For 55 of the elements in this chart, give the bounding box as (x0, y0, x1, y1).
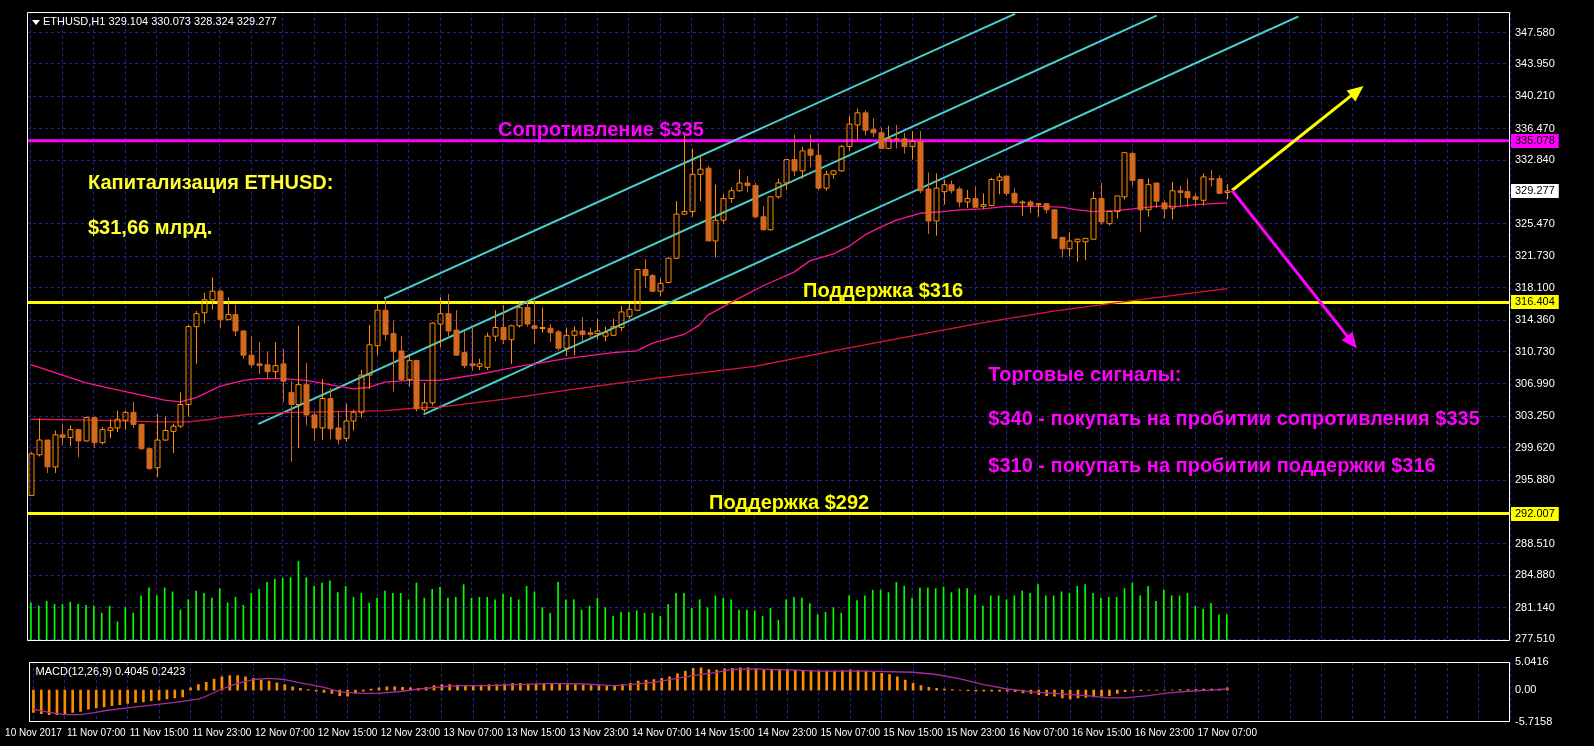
chart-title: ETHUSD,H1 329.104 330.073 328.324 329.277 (43, 14, 277, 27)
annotation: $310 - покупать на пробитии поддержки $316 (988, 453, 1436, 476)
x-tick-label: 16 Nov 15:00 (1071, 726, 1132, 738)
annotation: $31,66 млрд. (87, 216, 213, 239)
ref-line-label: Поддержка $316 (803, 279, 964, 302)
ref-line-label: Поддержка $292 (709, 490, 870, 513)
y-tick-label: 277.510 (1515, 632, 1555, 645)
y-tick-label: 332.840 (1515, 153, 1555, 166)
x-tick-label: 17 Nov 07:00 (1197, 726, 1258, 738)
text: 329.277 (1515, 184, 1555, 197)
chart-title: MACD(12,26,9) 0.4045 0.2423 (35, 665, 186, 678)
x-tick-label: 13 Nov 23:00 (569, 726, 630, 738)
y-tick-label: 310.730 (1515, 344, 1555, 357)
x-tick-label: 16 Nov 07:00 (1009, 726, 1069, 738)
x-tick-label: 14 Nov 07:00 (632, 726, 692, 738)
annotation: Торговые сигналы: (988, 363, 1182, 386)
y-tick-label: -5.7158 (1515, 715, 1553, 728)
x-tick-label: 10 Nov 2017 (5, 726, 63, 738)
x-tick-label: 11 Nov 23:00 (192, 726, 252, 738)
y-tick-label: 284.880 (1515, 568, 1555, 581)
y-tick-label: 343.950 (1515, 57, 1555, 69)
x-tick-label: 11 Nov 07:00 (66, 726, 127, 738)
y-tick-label: 5.0416 (1515, 655, 1549, 668)
y-tick-label: 0.00 (1515, 683, 1537, 696)
x-tick-label: 14 Nov 23:00 (757, 726, 818, 738)
y-tick-label: 299.620 (1515, 440, 1555, 453)
y-tick-label: 314.360 (1515, 313, 1555, 326)
annotation: $340 - покупать на пробитии сопротивления $335 (988, 407, 1480, 430)
x-tick-label: 12 Nov 23:00 (380, 726, 441, 738)
y-tick-label: 281.140 (1515, 600, 1555, 613)
y-tick-label: 325.470 (1515, 216, 1555, 229)
x-tick-label: 16 Nov 23:00 (1134, 726, 1195, 738)
x-tick-label: 13 Nov 15:00 (506, 726, 567, 738)
x-tick-label: 13 Nov 07:00 (443, 726, 504, 738)
y-tick-label: 306.990 (1515, 376, 1555, 389)
y-tick-label: 288.510 (1515, 536, 1555, 549)
x-tick-label: 11 Nov 15:00 (129, 726, 189, 738)
x-tick-label: 12 Nov 15:00 (317, 726, 378, 738)
y-tick-label: 321.730 (1515, 249, 1555, 262)
x-tick-label: 15 Nov 07:00 (820, 726, 881, 738)
x-tick-label: 14 Nov 15:00 (694, 726, 755, 738)
x-tick-label: 15 Nov 23:00 (946, 726, 1007, 738)
y-tick-label: 303.250 (1515, 409, 1555, 422)
x-tick-label: 15 Nov 15:00 (883, 726, 944, 738)
y-tick-label: 318.100 (1515, 280, 1555, 293)
x-tick-label: 12 Nov 07:00 (255, 726, 315, 738)
y-tick-label: 340.210 (1515, 89, 1555, 102)
text: 335.078 (1515, 134, 1555, 147)
text: 292.007 (1515, 507, 1555, 520)
annotation: Капитализация ETHUSD: (87, 170, 334, 193)
y-tick-label: 336.470 (1515, 121, 1555, 134)
y-tick-label: 347.580 (1515, 25, 1555, 38)
y-tick-label: 295.880 (1515, 473, 1555, 486)
ref-line-label: Сопротивление $335 (497, 117, 704, 140)
text: 316.404 (1515, 295, 1555, 308)
